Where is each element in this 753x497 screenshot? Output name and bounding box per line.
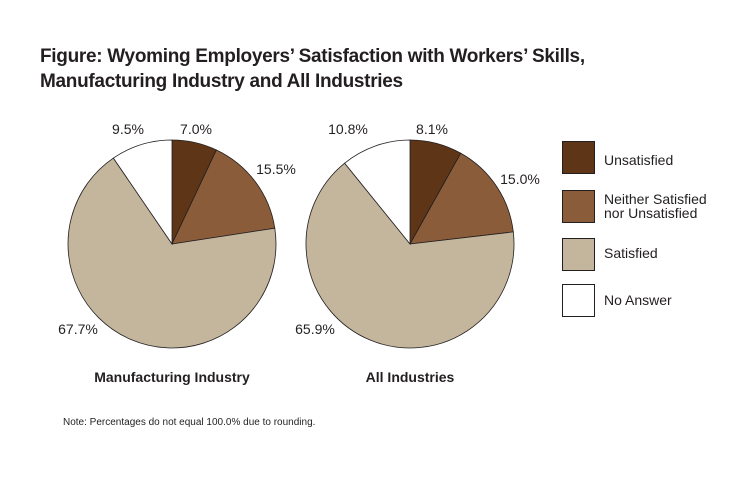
manufacturing-industry-slice-satisfied [67,157,277,349]
all-industries-label-no-answer: 10.8% [328,121,368,137]
all-industries-slice-neither-satisfied-nor-unsatisfied [409,152,514,245]
title-line-1: Figure: Wyoming Employers’ Satisfaction … [40,46,585,67]
manufacturing-industry-label-no-answer: 9.5% [112,121,144,137]
all-industries-slice-satisfied [305,162,515,349]
legend-swatch-neither [562,190,595,223]
all-industries-label-neither-satisfied-nor-unsatisfied: 15.0% [500,171,540,187]
legend-label-satisfied: Satisfied [604,245,658,261]
figure-title: Figure: Wyoming Employers’ Satisfaction … [40,44,730,94]
footnote: Note: Percentages do not equal 100.0% du… [63,417,316,428]
all-industries-label-satisfied: 65.9% [295,321,335,337]
legend-swatch-satisfied [562,238,595,271]
manufacturing-industry-label-neither-satisfied-nor-unsatisfied: 15.5% [256,161,296,177]
legend-label-no-answer: No Answer [604,292,672,308]
manufacturing-industry-title: Manufacturing Industry [94,369,250,385]
title-line-2: Manufacturing Industry and All Industrie… [40,71,403,92]
all-industries-title: All Industries [366,369,455,385]
legend-label-neither: Neither Satisfied nor Unsatisfied [604,191,707,221]
legend-label-unsatisfied: Unsatisfied [604,152,674,168]
all-industries-slice-no-answer [344,139,411,246]
legend-swatch-unsatisfied [562,141,595,174]
manufacturing-industry-slice-no-answer [112,139,173,246]
legend-swatch-no-answer [562,284,595,317]
manufacturing-industry-slice-neither-satisfied-nor-unsatisfied [171,149,276,245]
manufacturing-industry-label-satisfied: 67.7% [58,321,98,337]
all-industries-label-unsatisfied: 8.1% [416,121,448,137]
manufacturing-industry-label-unsatisfied: 7.0% [180,121,212,137]
